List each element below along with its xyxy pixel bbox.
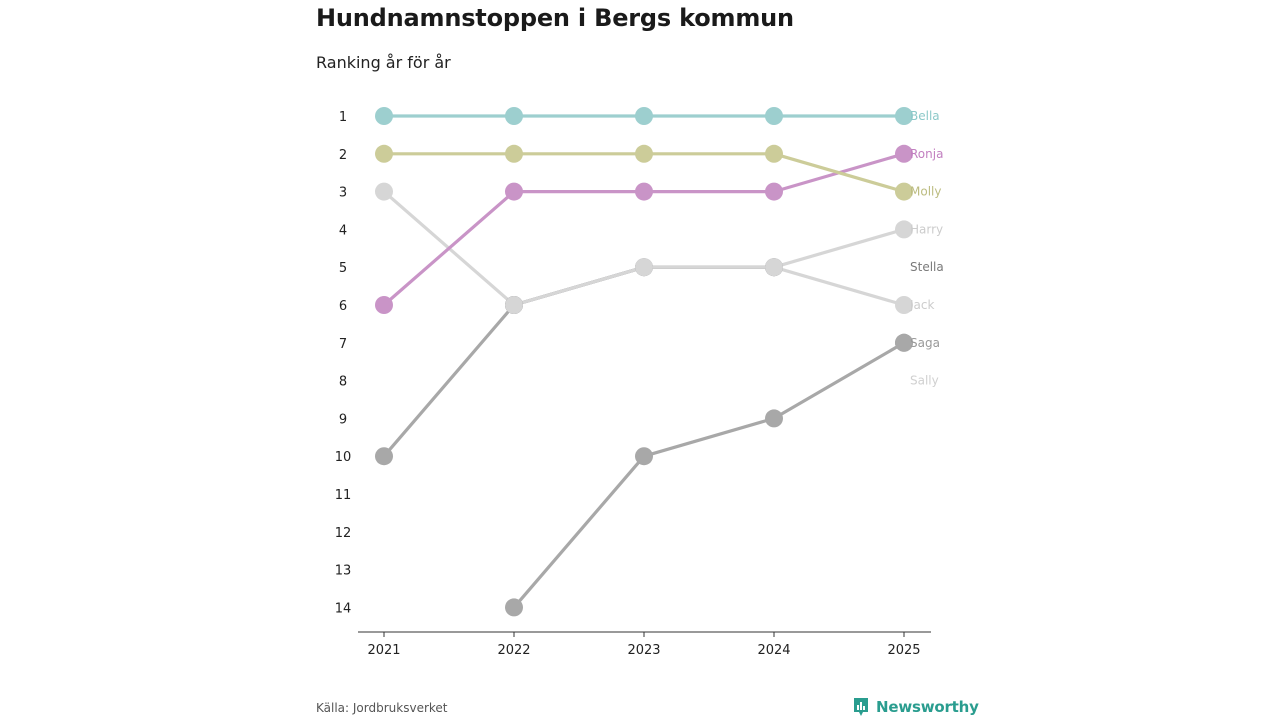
point-molly-2023: [635, 144, 653, 163]
brand-name: Newsworthy: [876, 698, 979, 716]
end-label-sally: Sally: [910, 374, 939, 388]
point-bella-2025: [895, 107, 913, 125]
series-line-jack: [772, 265, 906, 307]
point-ronja-2021: [375, 296, 393, 314]
end-label-ronja: Ronja: [910, 147, 943, 161]
chart-title: Hundnamnstoppen i Bergs kommun: [316, 4, 794, 32]
y-tick-label-14: 14: [335, 601, 352, 616]
point-harry-2023: [635, 258, 653, 277]
y-tick-label-11: 11: [335, 488, 352, 503]
source-note: Källa: Jordbruksverket: [316, 701, 448, 715]
bar-chart-bubble-icon: [854, 698, 868, 716]
point-saga-2025: [895, 333, 913, 352]
y-tick-label-1: 1: [339, 110, 347, 125]
point-molly-2024: [765, 144, 783, 163]
y-tick-label-8: 8: [339, 375, 347, 390]
end-label-saga: Saga: [910, 336, 940, 350]
y-tick-label-7: 7: [339, 337, 347, 352]
point-sally-2024: [765, 409, 783, 428]
point-sally-2023: [635, 447, 653, 466]
end-label-bella: Bella: [910, 109, 940, 123]
point-molly-2022: [505, 144, 523, 163]
end-label-molly: Molly: [910, 185, 941, 199]
x-tick-label-2022: 2022: [497, 643, 530, 658]
x-tick-label-2023: 2023: [627, 643, 660, 658]
end-label-stella: Stella: [910, 260, 944, 274]
point-bella-2022: [505, 107, 523, 125]
y-tick-label-3: 3: [339, 186, 347, 201]
point-ronja-2023: [635, 182, 653, 201]
newsworthy-logo[interactable]: Newsworthy: [852, 697, 979, 717]
point-harry-2022: [505, 296, 523, 314]
x-tick-label-2021: 2021: [367, 643, 400, 658]
end-label-jack: Jack: [909, 298, 934, 312]
point-jack-2025: [895, 296, 913, 314]
point-bella-2024: [765, 107, 783, 125]
y-tick-label-6: 6: [339, 299, 347, 314]
y-tick-label-5: 5: [339, 261, 347, 276]
point-harry-2025: [895, 220, 913, 239]
series-line-saga: [382, 303, 516, 458]
point-harry-2024: [765, 258, 783, 277]
y-tick-label-9: 9: [339, 412, 347, 427]
point-sally-2022: [505, 598, 523, 617]
point-ronja-2025: [895, 144, 913, 163]
point-bella-2021: [375, 107, 393, 125]
y-tick-label-4: 4: [339, 223, 347, 238]
point-ronja-2024: [765, 182, 783, 201]
point-ronja-2022: [505, 182, 523, 201]
point-saga-2021: [375, 447, 393, 466]
point-bella-2023: [635, 107, 653, 125]
point-molly-2025: [895, 182, 913, 201]
y-tick-label-10: 10: [335, 450, 352, 465]
end-label-harry: Harry: [910, 222, 943, 236]
series-line-harry: [382, 190, 906, 307]
point-harry-2021: [375, 182, 393, 201]
y-tick-label-12: 12: [335, 526, 352, 541]
point-molly-2021: [375, 144, 393, 163]
x-tick-label-2025: 2025: [887, 643, 920, 658]
y-tick-label-13: 13: [335, 564, 352, 579]
series-line-sally: [512, 341, 906, 610]
chart-subtitle: Ranking år för år: [316, 53, 451, 72]
y-tick-label-2: 2: [339, 148, 347, 163]
x-tick-label-2024: 2024: [757, 643, 790, 658]
